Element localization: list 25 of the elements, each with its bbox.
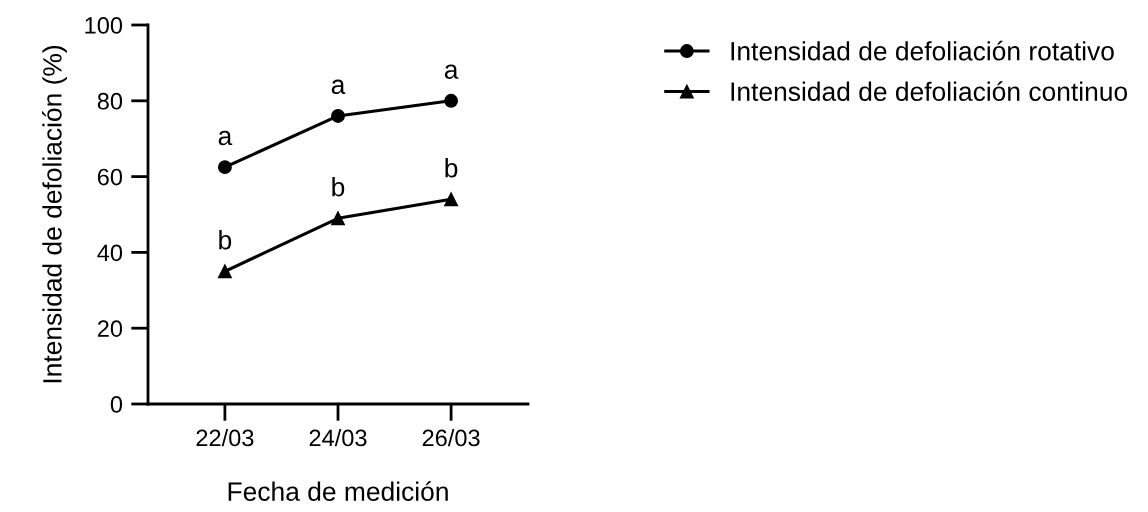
annotation: a	[218, 130, 233, 146]
annotation: b	[219, 230, 232, 250]
y-tick-label: 0	[110, 396, 123, 413]
point	[217, 264, 232, 279]
y-axis-title: Intensidad de defoliación (%)	[42, 45, 67, 383]
x-axis-title: Fecha de medición	[228, 481, 448, 501]
legend-label: Intensidad de defoliación rotativo	[731, 40, 1114, 61]
x-tick-label: 22/03	[196, 429, 254, 447]
point	[331, 211, 345, 226]
y-tick-label: 60	[97, 168, 123, 186]
y-tick-label: 100	[85, 17, 123, 34]
x-tick-label: 26/03	[422, 429, 480, 447]
legend-label: Intensidad de defoliación continuo	[731, 81, 1128, 101]
annotation: b	[445, 158, 458, 178]
annotation: a	[444, 64, 459, 79]
x-tick-label: 24/03	[309, 429, 367, 447]
point	[331, 109, 345, 123]
annotation: a	[331, 79, 346, 95]
point	[444, 192, 459, 207]
point	[444, 93, 459, 108]
y-tick-label: 80	[97, 92, 123, 110]
y-tick-label: 40	[97, 244, 123, 262]
annotation: b	[332, 177, 345, 197]
point	[217, 160, 232, 175]
y-tick-label: 20	[97, 320, 123, 337]
